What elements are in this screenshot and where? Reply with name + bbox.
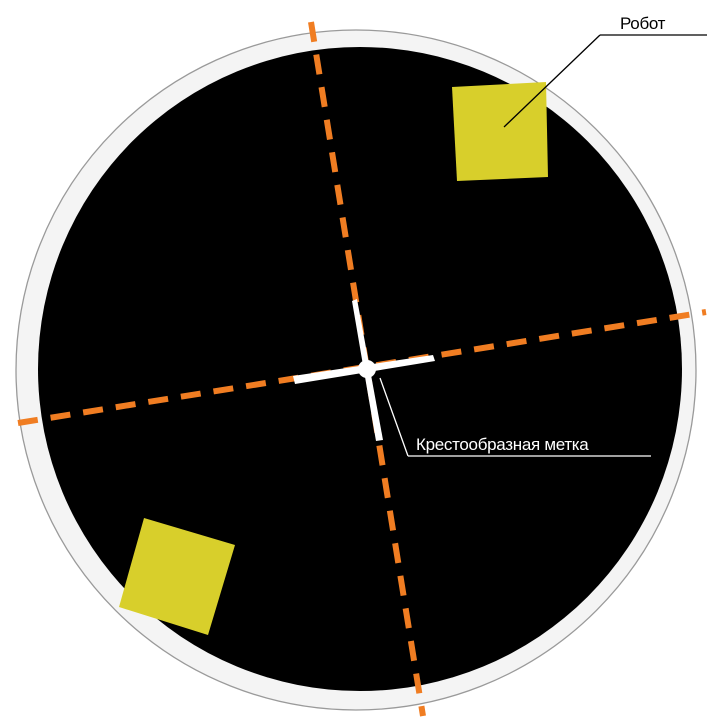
cross-mark-center bbox=[358, 360, 376, 378]
cross-mark bbox=[293, 299, 435, 441]
vertical-axis-dashed-line bbox=[308, 21, 426, 717]
cross-mark-label: Крестообразная метка bbox=[416, 435, 589, 454]
robot-bottom-left bbox=[119, 518, 235, 635]
robot-label: Робот bbox=[620, 14, 666, 33]
robot-leader bbox=[503, 34, 707, 128]
robot-leader-line bbox=[503, 34, 601, 128]
cross-mark-leader bbox=[379, 377, 651, 457]
cross-mark-leader-line bbox=[379, 377, 409, 457]
robot-top-right bbox=[452, 82, 548, 181]
